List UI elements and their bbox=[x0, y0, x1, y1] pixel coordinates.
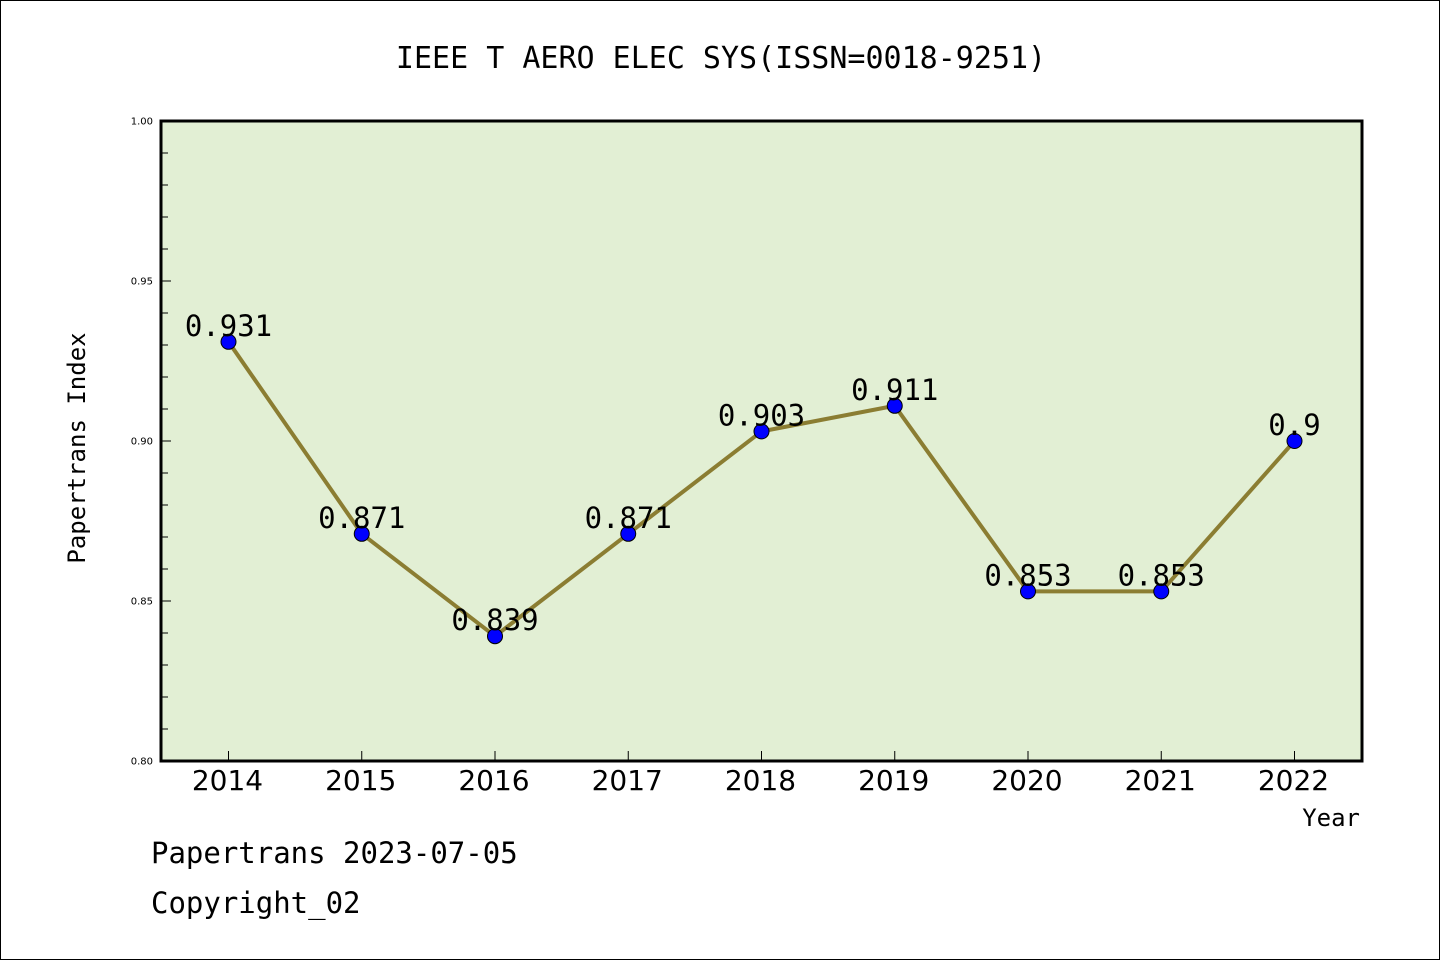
data-point bbox=[1286, 433, 1303, 449]
data-label: 0.853 bbox=[1118, 558, 1205, 592]
x-tick-label: 2021 bbox=[1125, 764, 1196, 797]
data-point bbox=[487, 628, 503, 645]
footer-copyright: Copyright_02 bbox=[151, 886, 361, 920]
footer-date: Papertrans 2023-07-05 bbox=[151, 836, 518, 870]
y-tick-label: 0.85 bbox=[131, 597, 153, 608]
y-tick-label: 0.95 bbox=[131, 277, 153, 288]
y-tick-label: 1.00 bbox=[131, 117, 153, 128]
x-tick-label: 2020 bbox=[991, 764, 1062, 797]
data-label: 0.853 bbox=[984, 558, 1071, 592]
x-axis-label: Year bbox=[1302, 804, 1360, 832]
data-point bbox=[353, 525, 370, 542]
data-point bbox=[220, 333, 237, 350]
x-axis: 2014 2015 2016 2017 2018 2019 2020 2021 2022 bbox=[192, 751, 1329, 797]
x-tick-label: 2014 bbox=[192, 764, 263, 797]
data-label: 0.871 bbox=[585, 501, 672, 535]
x-tick-label: 2019 bbox=[858, 764, 929, 797]
y-axis-label: Papertrans Index bbox=[63, 332, 91, 563]
data-point bbox=[886, 397, 903, 414]
x-tick-label: 2017 bbox=[592, 764, 663, 797]
data-labels: 0.931 0.871 0.839 0.871 0.903 0.911 0.853 0.853… bbox=[185, 309, 1321, 637]
data-label: 0.9 bbox=[1268, 408, 1320, 442]
data-point bbox=[1020, 583, 1036, 600]
x-tick-label: 2016 bbox=[458, 764, 529, 797]
data-label: 0.839 bbox=[451, 603, 538, 637]
x-tick-label: 2015 bbox=[325, 764, 396, 797]
data-point bbox=[753, 423, 770, 440]
y-tick-label: 0.90 bbox=[131, 437, 153, 448]
data-label: 0.871 bbox=[318, 501, 405, 535]
plot-area bbox=[161, 121, 1362, 761]
data-label: 0.903 bbox=[718, 398, 805, 432]
data-label: 0.911 bbox=[851, 373, 938, 407]
data-point bbox=[620, 525, 637, 542]
data-point bbox=[1153, 583, 1170, 600]
series-line-group bbox=[220, 333, 1303, 645]
y-tick-label: 0.80 bbox=[131, 757, 153, 768]
data-label: 0.931 bbox=[185, 309, 272, 343]
x-tick-label: 2022 bbox=[1258, 764, 1329, 797]
plot-border bbox=[159, 119, 1364, 763]
x-tick-label: 2018 bbox=[725, 764, 796, 797]
chart-title: IEEE T AERO ELEC SYS(ISSN=0018-9251) bbox=[396, 41, 1046, 76]
